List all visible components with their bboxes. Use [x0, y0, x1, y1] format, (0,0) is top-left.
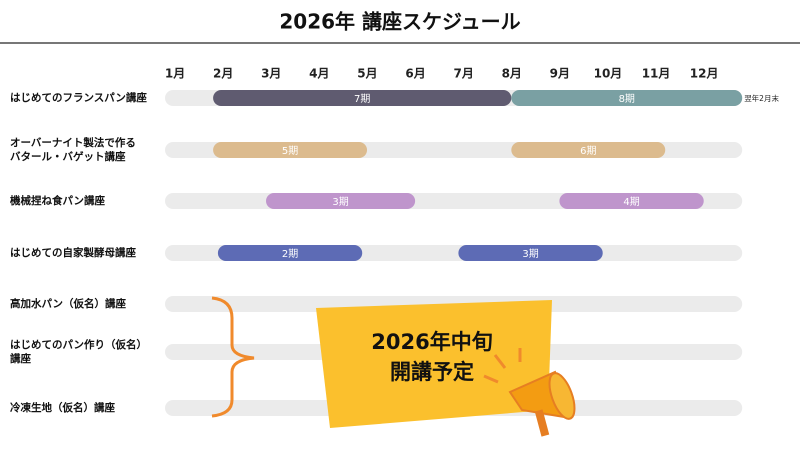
course-name: 講座	[10, 352, 31, 365]
bar-label: 5期	[282, 145, 298, 157]
bar-label: 3期	[332, 196, 348, 208]
course-name: バタール・バゲット講座	[10, 150, 126, 163]
month-label: 5月	[357, 67, 377, 81]
bar-label: 6期	[580, 145, 596, 157]
month-label: 2月	[213, 67, 233, 81]
schedule-bar	[217, 245, 363, 261]
megaphone-icon	[483, 348, 576, 437]
month-label: 12月	[690, 67, 719, 81]
course-name: 冷凍生地（仮名）講座	[10, 401, 115, 414]
title: 2026年 講座スケジュール	[279, 10, 520, 34]
course-name: 機械捏ね食パン講座	[10, 194, 106, 207]
schedule-bar	[511, 142, 666, 158]
bar-note: 翌年2月末	[744, 93, 779, 103]
course-name: オーバーナイト製法で作る	[10, 136, 136, 149]
month-label: 7月	[453, 67, 473, 81]
callout-text: 2026年中旬	[371, 330, 492, 354]
schedule-bar	[266, 193, 416, 209]
bar-label: 2期	[282, 248, 298, 260]
course-name: はじめてのパン作り（仮名）	[10, 338, 147, 351]
month-label: 1月	[165, 67, 185, 81]
schedule-bar	[511, 90, 743, 106]
course-name: はじめてのフランスパン講座	[10, 91, 147, 104]
bar-label: 3期	[522, 248, 538, 260]
schedule-bar	[213, 142, 368, 158]
month-label: 3月	[261, 67, 281, 81]
month-label: 9月	[550, 67, 570, 81]
callout-box	[316, 300, 552, 428]
month-label: 8月	[502, 67, 522, 81]
callout-text: 開講予定	[390, 360, 474, 384]
bar-label: 4期	[623, 196, 639, 208]
course-name: 高加水パン（仮名）講座	[10, 297, 127, 310]
month-label: 4月	[309, 67, 329, 81]
rows: 1月 2月 3月 4月 5月 6月 7月 8月 9月 10月 11月 12月はじめてのフランスパン講座…	[10, 67, 779, 416]
schedule-bar	[458, 245, 603, 261]
month-label: 6月	[405, 67, 425, 81]
schedule-bar	[213, 90, 512, 106]
bar-label: 7期	[354, 93, 370, 105]
bar-label: 8期	[619, 93, 635, 105]
month-label: 10月	[594, 67, 623, 81]
brace	[211, 296, 255, 418]
month-label: 11月	[642, 67, 671, 81]
course-name: はじめての自家製酵母講座	[10, 246, 136, 259]
schedule-bar	[559, 193, 704, 209]
